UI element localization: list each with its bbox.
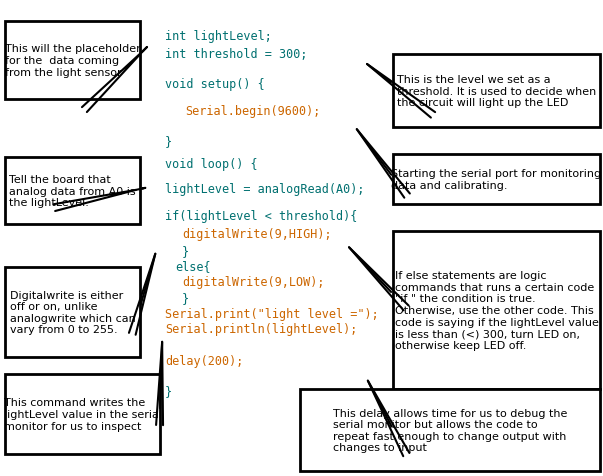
Bar: [5, 374, 160, 454]
Bar: [5, 158, 140, 225]
Text: This delay allows time for us to debug the
serial monitor but allows the code to: This delay allows time for us to debug t…: [333, 408, 567, 453]
Text: digitalWrite(9,HIGH);: digitalWrite(9,HIGH);: [182, 228, 332, 240]
Text: void loop() {: void loop() {: [165, 158, 257, 170]
Text: else{: else{: [175, 259, 210, 272]
Text: This is the level we set as a
threshold. It is used to decide when
the circuit w: This is the level we set as a threshold.…: [397, 75, 596, 108]
Text: delay(200);: delay(200);: [165, 354, 244, 367]
Text: }: }: [182, 245, 189, 258]
Text: Serial.begin(9600);: Serial.begin(9600);: [185, 105, 320, 118]
Text: digitalWrite(9,LOW);: digitalWrite(9,LOW);: [182, 276, 324, 288]
Text: lightLevel = analogRead(A0);: lightLevel = analogRead(A0);: [165, 183, 364, 196]
Text: int lightLevel;: int lightLevel;: [165, 30, 272, 43]
Bar: [5, 22, 140, 100]
Text: }: }: [165, 135, 172, 148]
Bar: [393, 231, 600, 389]
Bar: [393, 55, 600, 128]
Text: Serial.print("light level =");: Serial.print("light level =");: [165, 307, 379, 320]
Bar: [5, 268, 140, 357]
Text: If else statements are logic
commands that runs a certain code
"if " the conditi: If else statements are logic commands th…: [394, 271, 598, 350]
Text: int threshold = 300;: int threshold = 300;: [165, 48, 308, 61]
Text: Tell the board that
analog data from A0 is
the lightLevel.: Tell the board that analog data from A0 …: [9, 175, 136, 208]
Bar: [300, 389, 600, 471]
Text: This command writes the
lightLevel value in the serial
monitor for us to inspect: This command writes the lightLevel value…: [4, 397, 162, 431]
Text: Starting the serial port for monitoring
data and calibrating.: Starting the serial port for monitoring …: [391, 169, 602, 190]
Text: if(lightLevel < threshold){: if(lightLevel < threshold){: [165, 209, 358, 223]
Text: Serial.println(lightLevel);: Serial.println(lightLevel);: [165, 322, 358, 335]
Bar: [393, 155, 600, 205]
Text: }: }: [182, 291, 189, 304]
Text: This will the placeholder
for the  data coming
from the light sensor: This will the placeholder for the data c…: [5, 44, 140, 78]
Text: Digitalwrite is either
off or on, unlike
analogwrite which can
vary from 0 to 25: Digitalwrite is either off or on, unlike…: [10, 290, 136, 335]
Text: }: }: [165, 384, 172, 397]
Text: void setup() {: void setup() {: [165, 78, 265, 91]
